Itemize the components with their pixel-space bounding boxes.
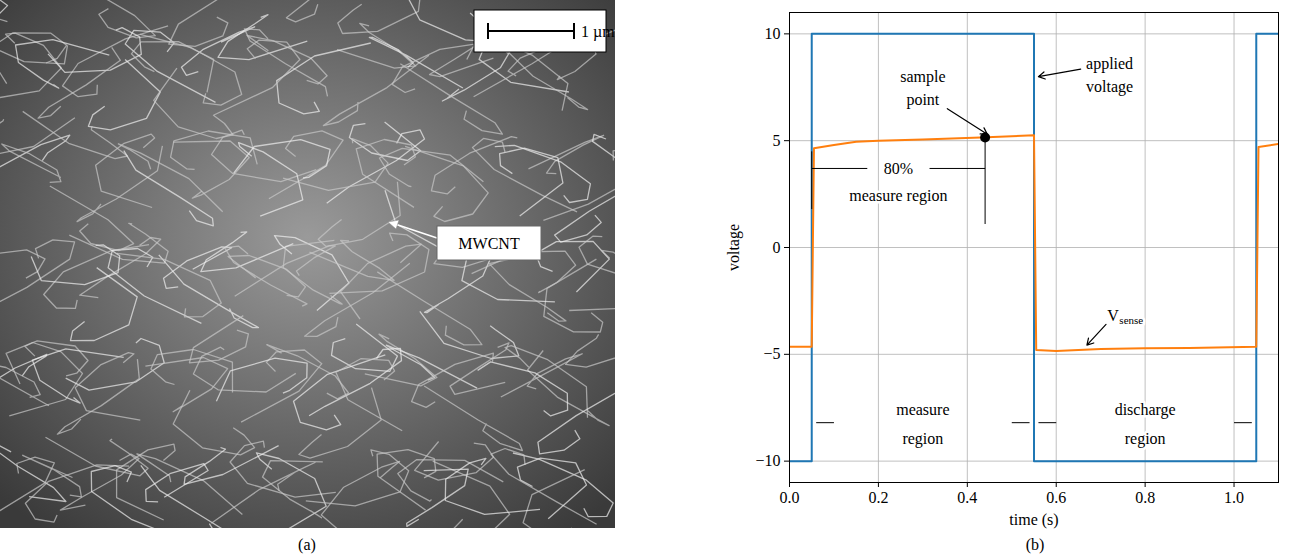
svg-text:1 µm: 1 µm (581, 23, 615, 41)
svg-text:−10: −10 (755, 452, 780, 469)
svg-text:10: 10 (765, 25, 781, 42)
svg-text:voltage: voltage (725, 224, 743, 271)
svg-text:5: 5 (773, 132, 781, 149)
svg-text:sample: sample (900, 68, 945, 86)
svg-text:sense: sense (1119, 314, 1143, 326)
svg-text:1.0: 1.0 (1224, 489, 1244, 506)
svg-text:0.8: 0.8 (1135, 489, 1155, 506)
svg-text:discharge: discharge (1115, 401, 1176, 419)
svg-text:0.4: 0.4 (957, 489, 977, 506)
svg-text:time (s): time (s) (1009, 511, 1058, 529)
svg-text:80%: 80% (884, 160, 913, 177)
svg-text:(a): (a) (298, 536, 316, 554)
svg-text:measure: measure (896, 401, 949, 418)
svg-text:region: region (1125, 430, 1166, 448)
svg-text:(b): (b) (1026, 536, 1045, 554)
svg-text:0.6: 0.6 (1046, 489, 1066, 506)
svg-text:region: region (902, 430, 943, 448)
svg-text:V: V (1107, 307, 1119, 324)
svg-text:MWCNT: MWCNT (458, 235, 520, 252)
svg-text:voltage: voltage (1086, 78, 1133, 96)
svg-text:measure region: measure region (849, 187, 947, 205)
svg-text:0.0: 0.0 (780, 489, 800, 506)
svg-text:0.2: 0.2 (868, 489, 888, 506)
svg-text:point: point (906, 91, 939, 109)
svg-text:applied: applied (1086, 55, 1133, 73)
svg-text:−5: −5 (763, 345, 780, 362)
svg-text:0: 0 (773, 239, 781, 256)
